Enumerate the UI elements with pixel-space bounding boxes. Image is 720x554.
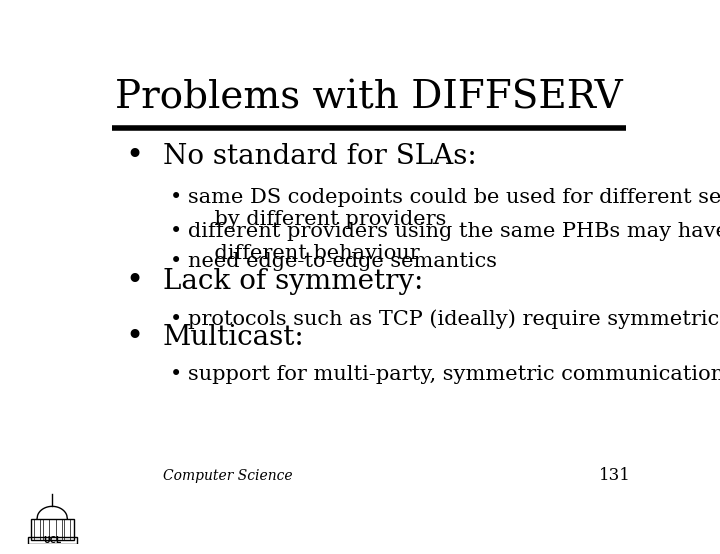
Bar bbox=[64, 519, 71, 540]
Text: •: • bbox=[125, 141, 144, 172]
Text: •: • bbox=[125, 322, 144, 353]
Text: No standard for SLAs:: No standard for SLAs: bbox=[163, 142, 477, 170]
Text: •: • bbox=[171, 252, 183, 271]
Text: •: • bbox=[171, 188, 183, 207]
Bar bbox=[55, 519, 62, 540]
Text: 131: 131 bbox=[599, 468, 631, 485]
Text: •: • bbox=[171, 365, 183, 384]
Text: Lack of symmetry:: Lack of symmetry: bbox=[163, 268, 423, 295]
Text: Multicast:: Multicast: bbox=[163, 324, 305, 351]
Text: different providers using the same PHBs may have
    different behaviour: different providers using the same PHBs … bbox=[188, 222, 720, 263]
Bar bbox=[42, 519, 49, 540]
Text: Problems with DIFFSERV: Problems with DIFFSERV bbox=[115, 80, 623, 117]
Bar bbox=[34, 519, 40, 540]
Bar bbox=[30, 519, 74, 540]
Text: protocols such as TCP (ideally) require symmetric QoS: protocols such as TCP (ideally) require … bbox=[188, 310, 720, 329]
Text: UCL: UCL bbox=[43, 536, 61, 545]
Text: same DS codepoints could be used for different services
    by different provide: same DS codepoints could be used for dif… bbox=[188, 188, 720, 229]
Text: support for multi-party, symmetric communication: support for multi-party, symmetric commu… bbox=[188, 365, 720, 384]
Text: need edge-to-edge semantics: need edge-to-edge semantics bbox=[188, 252, 497, 271]
Text: •: • bbox=[125, 266, 144, 297]
Text: •: • bbox=[171, 222, 183, 241]
Text: •: • bbox=[171, 310, 183, 329]
Text: Computer Science: Computer Science bbox=[163, 469, 292, 483]
Bar bbox=[28, 537, 76, 544]
